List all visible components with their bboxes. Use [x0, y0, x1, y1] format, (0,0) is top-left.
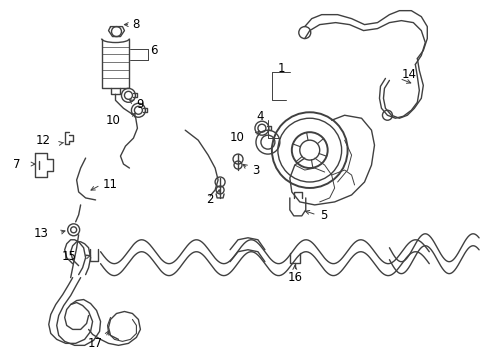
Text: 16: 16: [287, 271, 302, 284]
Text: 1: 1: [277, 62, 285, 75]
Text: 10: 10: [105, 114, 120, 127]
Text: 9: 9: [136, 98, 143, 111]
Text: 13: 13: [34, 227, 49, 240]
Text: 12: 12: [36, 134, 51, 147]
Text: 8: 8: [132, 18, 140, 31]
Text: 10: 10: [230, 131, 244, 144]
Text: 2: 2: [206, 193, 213, 206]
Text: 11: 11: [102, 179, 117, 192]
Text: 5: 5: [319, 210, 326, 222]
Text: 14: 14: [401, 68, 416, 81]
Text: 7: 7: [13, 158, 21, 171]
Text: 4: 4: [256, 110, 263, 123]
Text: 15: 15: [61, 250, 77, 263]
Text: 17: 17: [88, 337, 103, 350]
Text: 6: 6: [150, 44, 158, 57]
Text: 3: 3: [251, 163, 259, 176]
